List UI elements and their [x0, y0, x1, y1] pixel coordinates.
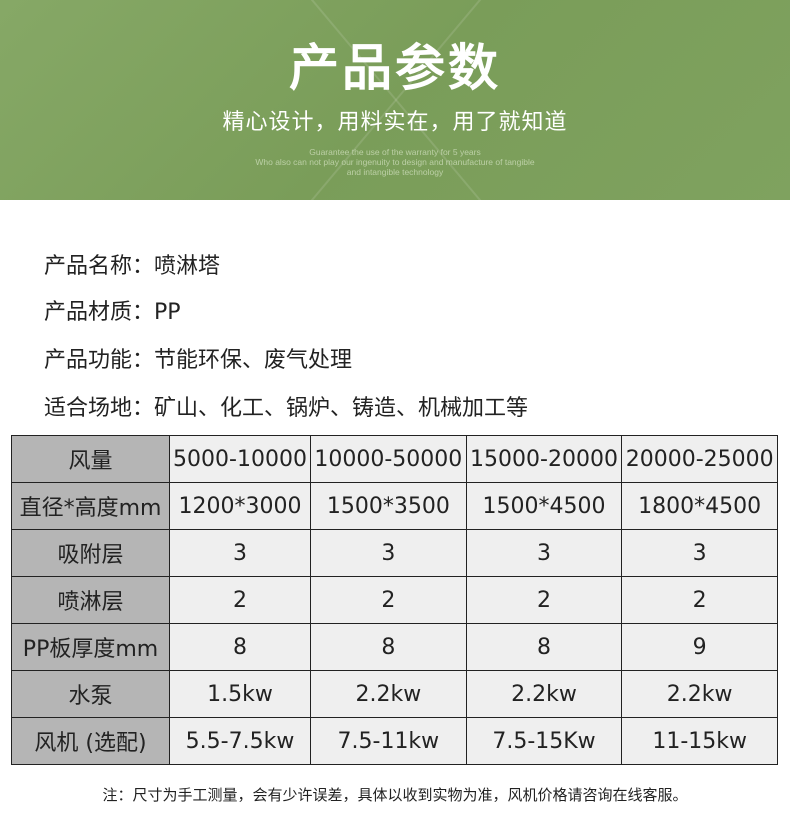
row-label: 直径*高度mm	[11, 482, 170, 530]
table-row: 直径*高度mm 1200*3000 1500*3500 1500*4500 1800*4…	[11, 482, 778, 530]
table-cell: 3	[621, 529, 778, 577]
info-label: 适合场地：	[44, 396, 155, 421]
row-label: 喷淋层	[11, 576, 170, 624]
table-cell: 5.5-7.5kw	[168, 717, 312, 765]
page-title: 产品参数	[289, 39, 501, 97]
table-cell: 1200*3000	[168, 482, 312, 530]
table-row: PP板厚度mm 8 8 8 9	[11, 623, 778, 671]
info-label: 产品功能：	[44, 348, 155, 373]
info-site: 适合场地：矿山、化工、锅炉、铸造、机械加工等	[44, 390, 528, 422]
table-cell: 7.5-15Kw	[465, 717, 623, 765]
info-function: 产品功能：节能环保、废气处理	[44, 342, 352, 374]
table-cell: 5000-10000	[168, 435, 312, 483]
spec-table: 风量 5000-10000 10000-50000 15000-20000 20000-…	[11, 435, 778, 765]
info-value: 矿山、化工、锅炉、铸造、机械加工等	[154, 396, 529, 421]
table-cell: 15000-20000	[465, 435, 623, 483]
table-cell: 8	[310, 623, 467, 671]
info-material: 产品材质：PP	[44, 294, 181, 326]
english-tagline: Guarantee the use of the warranty for 5 …	[0, 147, 790, 177]
page-subtitle: 精心设计，用料实在，用了就知道	[222, 110, 568, 135]
table-cell: 2.2kw	[621, 670, 778, 718]
table-cell: 3	[168, 529, 312, 577]
table-cell: 2	[621, 576, 778, 624]
table-cell: 2	[168, 576, 312, 624]
footnote: 注：尺寸为手工测量，会有少许误差，具体以收到实物为准，风机价格请咨询在线客服。	[102, 786, 688, 804]
table-cell: 7.5-11kw	[310, 717, 467, 765]
table-cell: 1500*3500	[310, 482, 467, 530]
row-label: 风量	[11, 435, 170, 483]
table-row: 吸附层 3 3 3 3	[11, 529, 778, 577]
table-cell: 3	[310, 529, 467, 577]
info-label: 产品名称：	[44, 254, 155, 279]
table-cell: 10000-50000	[310, 435, 467, 483]
row-label: 风机 (选配)	[11, 717, 170, 765]
tagline-line: and intangible technology	[346, 167, 444, 177]
info-value: PP	[154, 300, 181, 325]
table-row: 风机 (选配) 5.5-7.5kw 7.5-11kw 7.5-15Kw 11-15kw	[11, 717, 778, 765]
table-cell: 8	[465, 623, 623, 671]
tagline-line: Who also can not play our ingenuity to d…	[255, 157, 535, 167]
row-label: 吸附层	[11, 529, 170, 577]
table-cell: 3	[465, 529, 623, 577]
table-cell: 2.2kw	[310, 670, 467, 718]
info-value: 喷淋塔	[154, 254, 221, 279]
info-value: 节能环保、废气处理	[154, 348, 353, 373]
table-cell: 2	[465, 576, 623, 624]
row-label: PP板厚度mm	[11, 623, 170, 671]
table-row: 水泵 1.5kw 2.2kw 2.2kw 2.2kw	[11, 670, 778, 718]
table-cell: 2.2kw	[465, 670, 623, 718]
table-cell: 1800*4500	[621, 482, 778, 530]
info-label: 产品材质：	[44, 300, 155, 325]
table-cell: 9	[621, 623, 778, 671]
tagline-line: Guarantee the use of the warranty for 5 …	[309, 147, 481, 157]
table-cell: 2	[310, 576, 467, 624]
table-cell: 11-15kw	[621, 717, 778, 765]
row-label: 水泵	[11, 670, 170, 718]
table-row: 风量 5000-10000 10000-50000 15000-20000 20000-…	[11, 435, 778, 483]
info-name: 产品名称：喷淋塔	[44, 248, 220, 280]
table-row: 喷淋层 2 2 2 2	[11, 576, 778, 624]
table-cell: 1.5kw	[168, 670, 312, 718]
table-cell: 1500*4500	[465, 482, 623, 530]
header-banner: 产品参数 精心设计，用料实在，用了就知道 Guarantee the use o…	[0, 0, 790, 200]
table-cell: 20000-25000	[621, 435, 778, 483]
table-cell: 8	[168, 623, 312, 671]
